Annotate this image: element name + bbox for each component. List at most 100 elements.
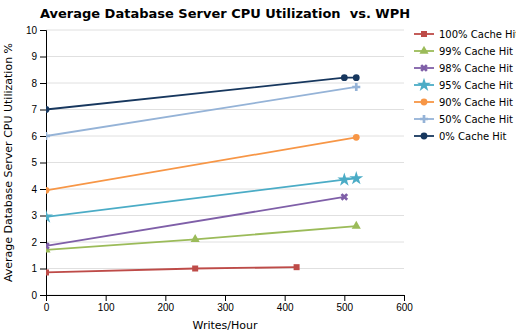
legend-label: 98% Cache Hit (439, 63, 513, 74)
tick-mark (40, 216, 46, 217)
legend-marker (421, 133, 428, 140)
series-area (46, 74, 363, 275)
marker (353, 134, 360, 141)
series-line (46, 78, 356, 110)
legend-label: 100% Cache Hit (439, 29, 516, 40)
marker (46, 132, 50, 140)
chart: 0100200300400500600012345678910Average D… (0, 0, 516, 335)
markers (46, 221, 361, 253)
grid-line (46, 83, 404, 84)
marker (46, 106, 49, 113)
plot: 0 100 200 300 400 500 600 0 1 2 3 4 5 6 7 8 9 10 (26, 25, 413, 313)
legend-label: 99% Cache Hit (439, 46, 513, 57)
legend-marker (417, 78, 431, 91)
tick: 7 (31, 104, 46, 115)
tick-label: 0 (44, 302, 50, 313)
markers (46, 264, 300, 275)
tick: 600 (396, 295, 413, 313)
marker (46, 240, 52, 251)
tick-label: 500 (336, 302, 353, 313)
y-axis: 0 1 2 3 4 5 6 7 8 9 10 (26, 25, 47, 301)
tick-mark (40, 110, 46, 111)
tick-label: 7 (31, 104, 37, 115)
tick-label: 400 (277, 302, 294, 313)
markers (46, 191, 350, 251)
marker (192, 266, 198, 272)
tick: 8 (31, 78, 46, 89)
tick-mark (40, 242, 46, 243)
tick-mark (285, 295, 286, 301)
legend-item: 0% Cache Hit (414, 131, 507, 142)
tick-label: 300 (217, 302, 234, 313)
markers (46, 74, 360, 113)
legend-item: 50% Cache Hit (414, 114, 513, 125)
tick-mark (40, 83, 46, 84)
tick: 6 (31, 131, 46, 142)
marker (191, 234, 200, 242)
legend-item: 95% Cache Hit (414, 78, 513, 91)
tick: 100 (98, 295, 115, 313)
tick-label: 4 (31, 184, 37, 195)
tick-mark (40, 30, 46, 31)
title: Average Database Server CPU Utilization … (40, 6, 410, 21)
tick-label: 5 (31, 157, 37, 168)
series-line (46, 267, 297, 272)
tick-label: 100 (98, 302, 115, 313)
tick-mark (225, 295, 226, 301)
tick-mark (40, 163, 46, 164)
legend-marker (420, 115, 428, 123)
tick: 400 (277, 295, 294, 313)
tick-label: 1 (31, 263, 37, 274)
markers (46, 83, 360, 140)
tick: 300 (217, 295, 234, 313)
grid (46, 30, 404, 295)
x-axis: 0 100 200 300 400 500 600 (44, 295, 414, 313)
tick: 10 (26, 25, 46, 36)
tick-label: 200 (157, 302, 174, 313)
markers (46, 134, 360, 194)
legend-label: 0% Cache Hit (439, 131, 507, 142)
axis-line (40, 31, 47, 296)
tick-label: 600 (396, 302, 413, 313)
marker (352, 83, 360, 91)
legend-label: 95% Cache Hit (439, 80, 513, 91)
legend-item: 90% Cache Hit (414, 97, 513, 108)
tick-label: 10 (26, 25, 38, 36)
tick: 3 (31, 210, 46, 221)
tick-mark (40, 189, 46, 190)
grid-line (46, 189, 404, 190)
grid-line (46, 162, 404, 163)
grid-line (46, 30, 404, 31)
tick: 9 (31, 51, 46, 62)
tick-label: 9 (31, 51, 37, 62)
legend-label: 90% Cache Hit (439, 97, 513, 108)
marker (46, 210, 53, 223)
legend-item: 100% Cache Hit (414, 29, 516, 40)
legend-marker (421, 99, 428, 106)
legend-item: 98% Cache Hit (414, 62, 513, 73)
tick-mark (40, 295, 46, 296)
tick-mark (40, 57, 46, 58)
grid-line (46, 136, 404, 137)
legend-marker (419, 46, 428, 54)
tick: 5 (31, 157, 46, 168)
y-axis-label: Average Database Server CPU Utilization … (2, 43, 15, 282)
marker (349, 171, 363, 184)
marker (337, 172, 351, 185)
legend-item: 99% Cache Hit (414, 46, 513, 57)
tick: 0 (31, 290, 46, 301)
axis-line (47, 296, 405, 302)
grid-line (46, 56, 404, 57)
tick-mark (404, 295, 405, 301)
tick: 4 (31, 184, 46, 195)
tick-label: 6 (31, 131, 37, 142)
tick-mark (165, 295, 166, 301)
legend-label: 50% Cache Hit (439, 114, 513, 125)
grid-line (46, 109, 404, 110)
series-line (46, 178, 356, 216)
tick-label: 2 (31, 237, 37, 248)
marker (46, 269, 49, 275)
tick-mark (40, 269, 46, 270)
tick-mark (40, 136, 46, 137)
markers (46, 171, 363, 223)
